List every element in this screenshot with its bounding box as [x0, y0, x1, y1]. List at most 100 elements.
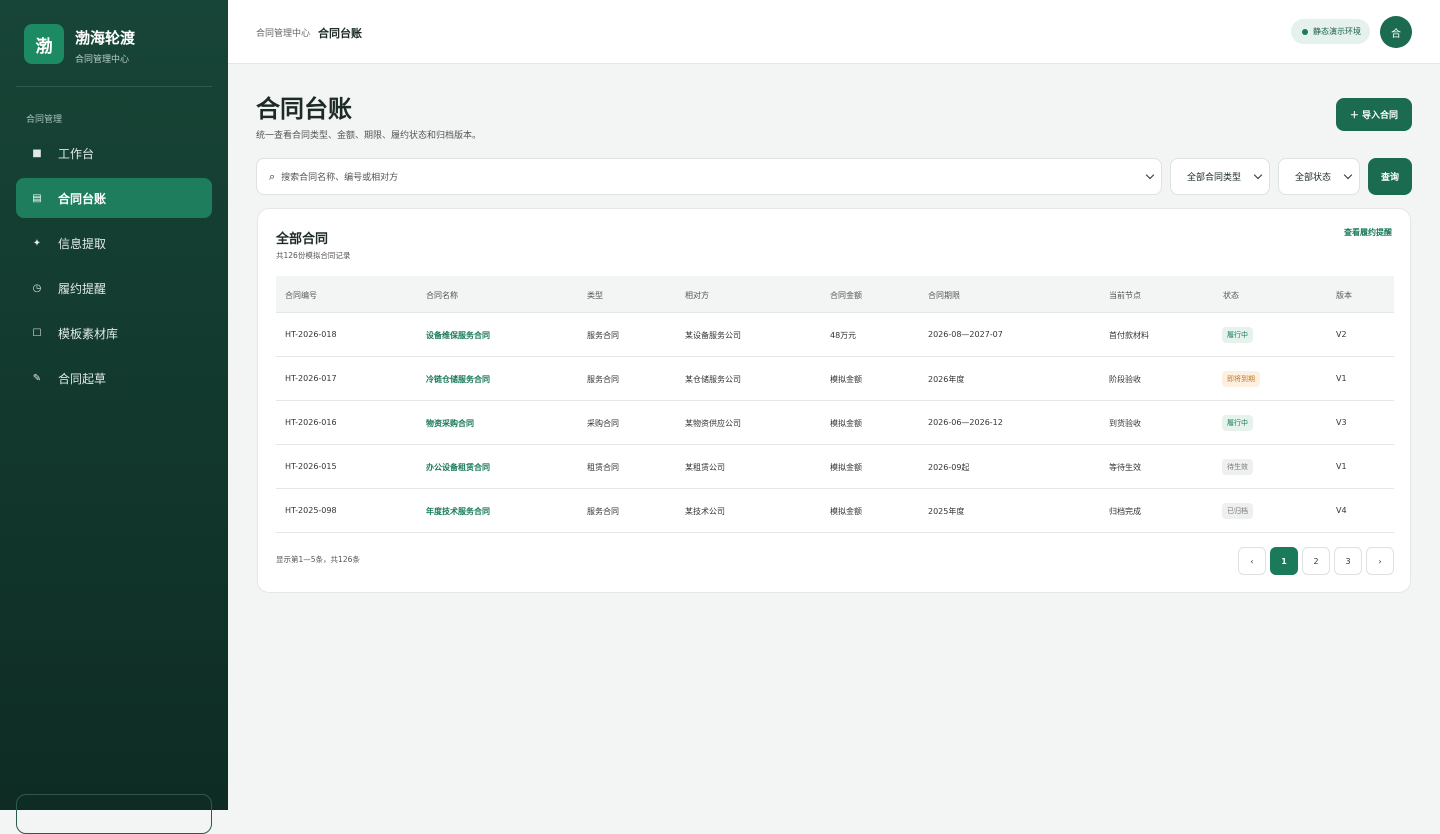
table-footer: 显示第1—5条，共126条 [276, 555, 360, 564]
env-text: 静态演示环境 [1313, 27, 1361, 36]
nav-item[interactable]: ✦ 信息提取 [16, 223, 212, 263]
nav-label: 履约提醒 [58, 281, 107, 296]
cell: 模拟金额 [830, 507, 862, 516]
nav-section: 合同管理 [26, 115, 63, 125]
contract-link[interactable]: 年度技术服务合同 [426, 507, 490, 516]
brand-sub: 合同管理中心 [75, 55, 130, 65]
cell: 到货验收 [1109, 419, 1141, 428]
query-button[interactable]: 查询 [1368, 158, 1412, 195]
contract-link[interactable]: 设备维保服务合同 [426, 331, 490, 340]
nav-label: 模板素材库 [58, 326, 119, 341]
cell: 等待生效 [1109, 463, 1141, 472]
cell: 48万元 [830, 331, 857, 340]
status-tag: 待生效 [1222, 459, 1253, 475]
import-button[interactable]: ＋ 导入合同 [1336, 98, 1412, 131]
breadcrumb-parent[interactable]: 合同管理中心 [256, 29, 311, 39]
status-tag: 履行中 [1222, 415, 1253, 431]
cell: HT-2026-018 [285, 330, 337, 339]
cell: 阶段验收 [1109, 375, 1141, 384]
table-row [276, 313, 1394, 357]
cell: 模拟金额 [830, 419, 862, 428]
env-badge: 静态演示环境 [1291, 19, 1370, 44]
cell: V1 [1336, 374, 1347, 383]
cell: V3 [1336, 418, 1347, 427]
cell: 某设备服务公司 [685, 331, 741, 340]
table-row [276, 401, 1394, 445]
cell: HT-2026-015 [285, 462, 337, 471]
nav-item[interactable]: ▤ 合同台账 [16, 178, 212, 218]
nav-icon: ■ [32, 147, 42, 159]
page-button[interactable]: › [1366, 547, 1394, 575]
nav-icon: ▤ [32, 192, 42, 204]
nav-item[interactable]: ■ 工作台 [16, 133, 212, 173]
page-subtitle: 统一查看合同类型、金额、期限、履约状态和归档版本。 [256, 131, 482, 141]
cell: 模拟金额 [830, 375, 862, 384]
page-button[interactable]: 3 [1334, 547, 1362, 575]
column-header: 合同名称 [426, 291, 458, 300]
cell: 归档完成 [1109, 507, 1141, 516]
table-row [276, 489, 1394, 533]
cell: 服务合同 [587, 331, 619, 340]
table-row [276, 357, 1394, 401]
sidebar-footer [16, 794, 212, 834]
page-button[interactable]: 1 [1270, 547, 1298, 575]
cell: 2026年度 [928, 375, 965, 384]
nav-icon: ◷ [32, 282, 42, 294]
cell: 模拟金额 [830, 463, 862, 472]
page-button[interactable]: 2 [1302, 547, 1330, 575]
type-select[interactable]: 全部合同类型 [1170, 158, 1270, 195]
cell: 2026-08—2027-07 [928, 330, 1003, 339]
cell: HT-2026-016 [285, 418, 337, 427]
cell: 服务合同 [587, 507, 619, 516]
logo: 渤 [24, 24, 64, 64]
card-title: 全部合同 [276, 232, 329, 247]
cell: 2025年度 [928, 507, 965, 516]
divider [16, 86, 212, 87]
status-tag: 即将到期 [1222, 371, 1260, 387]
nav-label: 信息提取 [58, 236, 107, 251]
cell: V1 [1336, 462, 1347, 471]
column-header: 合同编号 [285, 291, 317, 300]
column-header: 合同期限 [928, 291, 960, 300]
cell: HT-2025-098 [285, 506, 337, 515]
brand: 渤海轮渡 [75, 29, 136, 47]
page-button[interactable]: ‹ [1238, 547, 1266, 575]
status-tag: 履行中 [1222, 327, 1253, 343]
nav-label: 合同台账 [58, 191, 107, 206]
contract-link[interactable]: 物资采购合同 [426, 419, 474, 428]
topbar: 合同管理中心 合同台账 静态演示环境 合 [228, 0, 1440, 64]
env-dot [1302, 28, 1308, 35]
cell: 某技术公司 [685, 507, 725, 516]
sidebar: 渤 渤海轮渡 合同管理中心 合同管理 ■ 工作台 ▤ 合同台账 ✦ 信息提取 ◷ 履约提醒 ☐ 模… [0, 0, 228, 834]
avatar[interactable]: 合 [1380, 16, 1412, 48]
cell: 采购合同 [587, 419, 619, 428]
reminder-link[interactable]: 查看履约提醒 [1344, 228, 1392, 237]
column-header: 类型 [587, 291, 603, 300]
cell: 某物资供应公司 [685, 419, 741, 428]
nav-item[interactable]: ✎ 合同起草 [16, 358, 212, 398]
breadcrumb-current: 合同台账 [318, 27, 362, 40]
nav-item[interactable]: ◷ 履约提醒 [16, 268, 212, 308]
cell: V4 [1336, 506, 1347, 515]
cell: 某仓储服务公司 [685, 375, 741, 384]
status-select[interactable]: 全部状态 [1278, 158, 1360, 195]
contract-link[interactable]: 办公设备租赁合同 [426, 463, 490, 472]
contract-link[interactable]: 冷链仓储服务合同 [426, 375, 490, 384]
nav-item[interactable]: ☐ 模板素材库 [16, 313, 212, 353]
column-header: 版本 [1336, 291, 1352, 300]
nav-label: 合同起草 [58, 371, 107, 386]
table-row [276, 445, 1394, 489]
table-header [276, 276, 1394, 313]
column-header: 合同金额 [830, 291, 862, 300]
page: 渤 渤海轮渡 合同管理中心 合同管理 ■ 工作台 ▤ 合同台账 ✦ 信息提取 ◷ 履约提醒 ☐ 模… [0, 0, 1440, 810]
column-header: 相对方 [685, 291, 709, 300]
nav-icon: ✎ [32, 372, 42, 384]
search-icon: ⌕ [269, 169, 276, 183]
search-box[interactable]: ⌕ 搜索合同名称、编号或相对方 [256, 158, 1162, 195]
column-header: 状态 [1223, 291, 1239, 300]
cell: 某租赁公司 [685, 463, 725, 472]
search-placeholder: 搜索合同名称、编号或相对方 [281, 173, 399, 183]
cell: 首付款材料 [1109, 331, 1149, 340]
cell: 2026-06—2026-12 [928, 418, 1003, 427]
cell: 租赁合同 [587, 463, 619, 472]
